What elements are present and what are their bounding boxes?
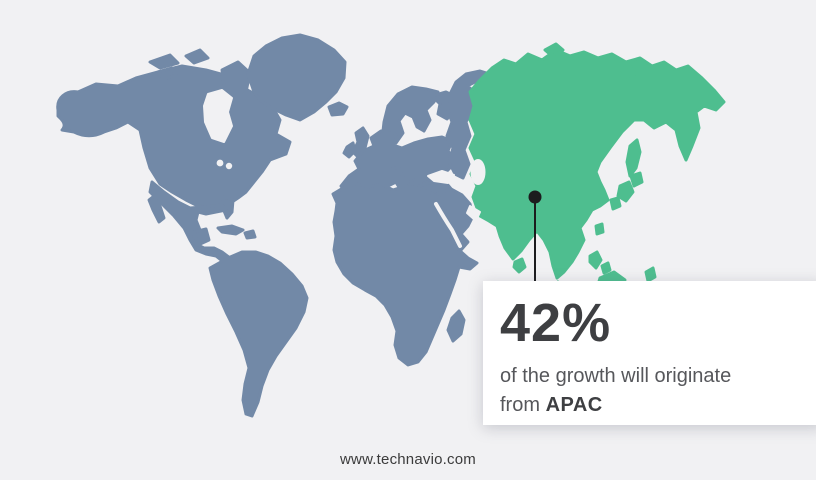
greenland bbox=[246, 33, 347, 122]
cuba bbox=[216, 224, 245, 236]
sulawesi bbox=[644, 266, 657, 283]
arctic-island bbox=[156, 66, 178, 81]
apac-marker bbox=[528, 190, 542, 283]
persian-gulf bbox=[466, 205, 481, 222]
great-lake bbox=[225, 162, 233, 170]
arctic-island bbox=[184, 48, 210, 65]
apac-region bbox=[468, 42, 726, 309]
arctic-island bbox=[148, 53, 180, 70]
great-lake bbox=[216, 159, 224, 167]
stat-description-line1: of the growth will originate bbox=[500, 365, 732, 387]
arctic-island-green bbox=[543, 42, 565, 58]
africa bbox=[331, 182, 479, 367]
japan-hokkaido bbox=[629, 171, 644, 188]
arctic-island-green bbox=[616, 64, 637, 80]
stat-callout: 42% of the growth will originate from AP… bbox=[483, 281, 816, 425]
water-cutouts bbox=[203, 89, 462, 248]
stat-description-line2-prefix: from bbox=[500, 394, 540, 416]
philippines bbox=[588, 250, 603, 270]
hudson-bay bbox=[203, 89, 233, 143]
sri-lanka bbox=[512, 257, 527, 274]
japan-honshu bbox=[616, 180, 635, 203]
mexico-central-america bbox=[148, 180, 235, 266]
black-sea bbox=[427, 170, 455, 184]
region-name: APAC bbox=[545, 394, 603, 416]
stat-description: of the growth will originate from APAC bbox=[500, 362, 816, 420]
water-cutouts-top bbox=[466, 159, 486, 222]
asia-mainland bbox=[468, 48, 726, 280]
japan-kyushu bbox=[609, 196, 622, 211]
madagascar bbox=[446, 309, 466, 343]
watermark: www.technavio.com bbox=[340, 451, 476, 468]
iceland bbox=[327, 101, 349, 117]
south-america bbox=[208, 250, 309, 418]
baja-california bbox=[147, 194, 166, 224]
ireland bbox=[342, 141, 357, 159]
scandinavia bbox=[381, 85, 440, 145]
stat-value: 42% bbox=[500, 293, 612, 353]
hispaniola bbox=[243, 229, 257, 240]
yucatan bbox=[192, 227, 211, 247]
caspian-sea bbox=[470, 159, 486, 185]
landmasses bbox=[56, 33, 495, 418]
taiwan bbox=[594, 222, 605, 236]
sakhalin bbox=[625, 138, 642, 178]
apac-marker-dot bbox=[528, 190, 542, 204]
red-sea bbox=[434, 202, 462, 248]
philippines bbox=[600, 261, 612, 275]
